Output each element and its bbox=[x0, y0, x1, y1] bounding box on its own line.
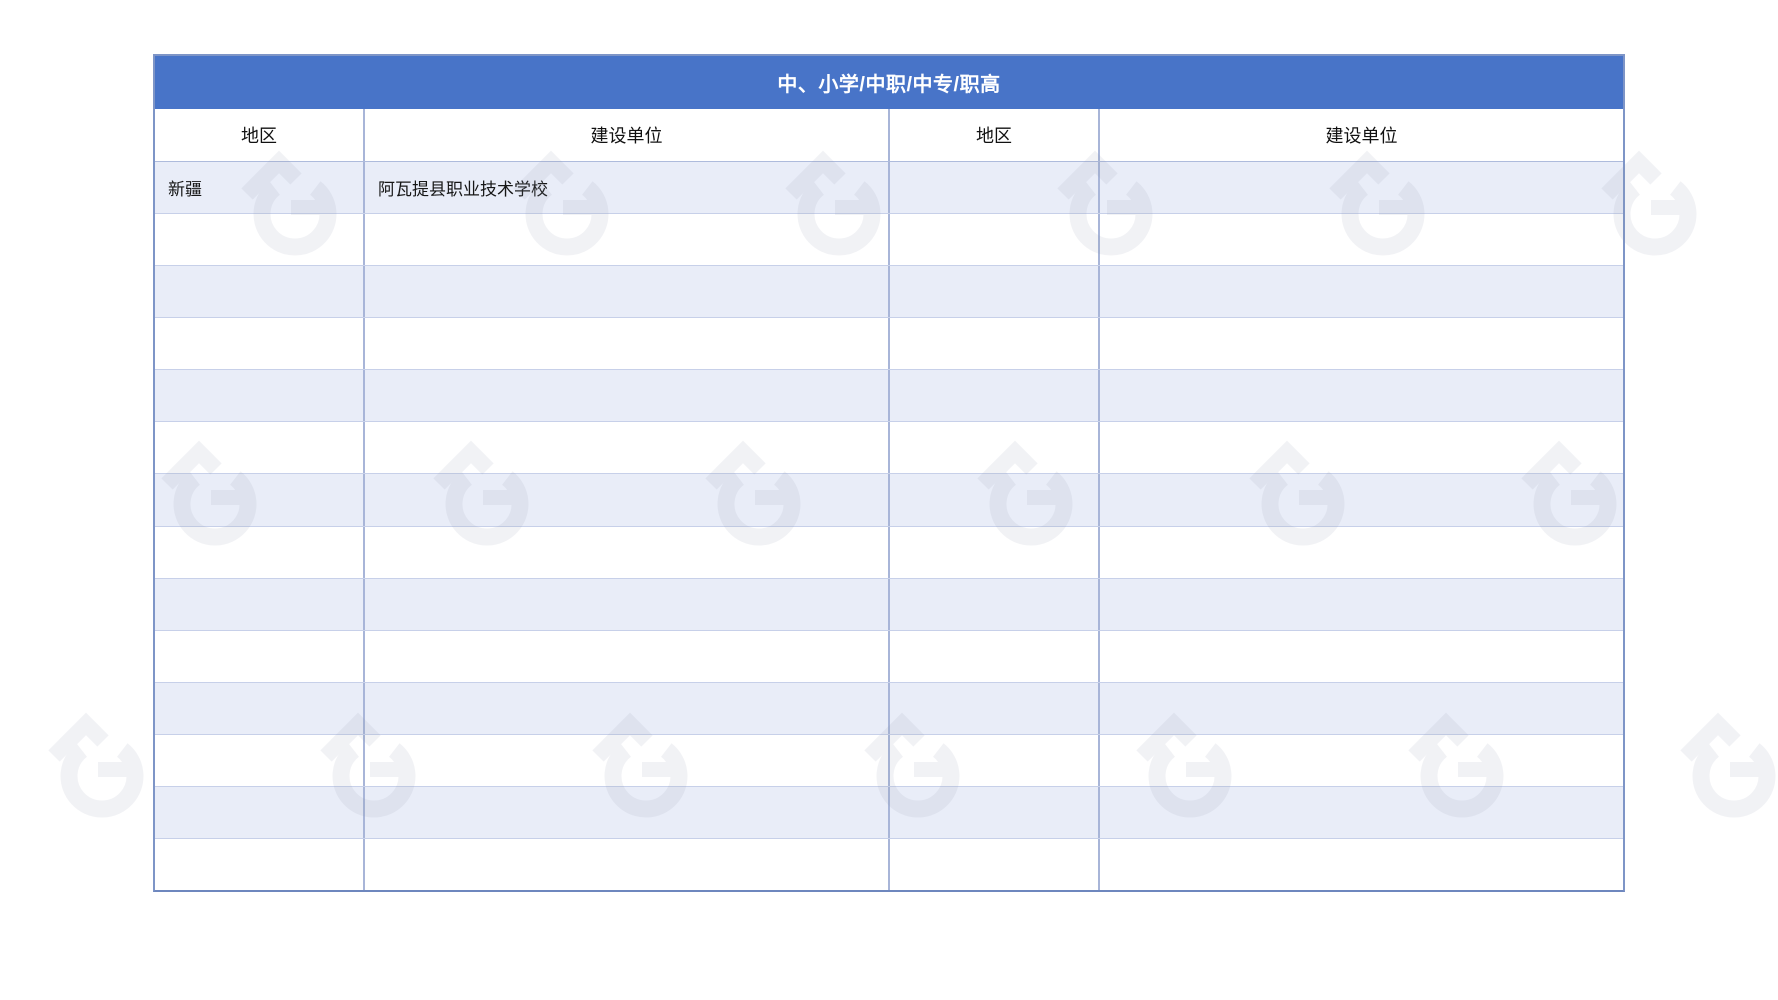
column-header-region-left: 地区 bbox=[155, 109, 365, 161]
table-cell bbox=[1100, 631, 1623, 682]
table-cell bbox=[365, 786, 890, 839]
table-row bbox=[155, 839, 1623, 891]
table-cell bbox=[1100, 787, 1623, 838]
table-body: 新疆 阿瓦提县职业技术学校 bbox=[155, 162, 1623, 891]
table-cell bbox=[890, 786, 1100, 839]
table-cell bbox=[365, 474, 890, 526]
g-logo-watermark-icon bbox=[40, 708, 164, 832]
table-cell bbox=[155, 474, 365, 526]
table-cell bbox=[890, 370, 1100, 422]
table-cell bbox=[890, 578, 1100, 630]
table-cell bbox=[155, 578, 365, 630]
table-cell bbox=[155, 786, 365, 839]
table-cell bbox=[890, 630, 1100, 682]
table-cell: 阿瓦提县职业技术学校 bbox=[365, 162, 890, 214]
table-cell bbox=[890, 214, 1100, 266]
table-cell bbox=[155, 682, 365, 734]
table-cell bbox=[365, 266, 890, 318]
table-cell bbox=[155, 734, 365, 786]
table-cell bbox=[1100, 839, 1623, 890]
table-cell bbox=[155, 318, 365, 370]
table-cell bbox=[890, 839, 1100, 891]
table-header-row: 地区 建设单位 地区 建设单位 bbox=[155, 109, 1623, 162]
table-cell: 新疆 bbox=[155, 162, 365, 214]
table-cell bbox=[155, 214, 365, 266]
table-cell bbox=[1100, 474, 1623, 525]
table-row bbox=[155, 370, 1623, 423]
school-table: 中、小学/中职/中专/职高 地区 建设单位 地区 建设单位 新疆 阿瓦提县职业技术… bbox=[153, 54, 1625, 892]
table-cell bbox=[365, 734, 890, 786]
table-cell bbox=[365, 214, 890, 266]
table-cell bbox=[890, 266, 1100, 318]
table-cell bbox=[1100, 370, 1623, 421]
table-cell bbox=[1100, 422, 1623, 473]
table-cell bbox=[365, 318, 890, 370]
table-title: 中、小学/中职/中专/职高 bbox=[155, 56, 1623, 109]
column-header-unit-left: 建设单位 bbox=[365, 109, 890, 161]
table-cell bbox=[1100, 579, 1623, 630]
table-cell bbox=[155, 630, 365, 682]
table-cell bbox=[890, 422, 1100, 474]
table-cell bbox=[1100, 527, 1623, 578]
table-cell bbox=[1100, 735, 1623, 786]
table-cell bbox=[1100, 318, 1623, 369]
table-cell bbox=[1100, 266, 1623, 317]
table-row bbox=[155, 474, 1623, 527]
table-row bbox=[155, 630, 1623, 683]
table-cell bbox=[890, 318, 1100, 370]
table-cell bbox=[365, 422, 890, 474]
table-row: 新疆 阿瓦提县职业技术学校 bbox=[155, 162, 1623, 215]
table-row bbox=[155, 734, 1623, 787]
table-row bbox=[155, 578, 1623, 631]
table-row bbox=[155, 318, 1623, 371]
table-cell bbox=[890, 682, 1100, 734]
table-cell bbox=[890, 162, 1100, 214]
column-header-region-right: 地区 bbox=[890, 109, 1100, 161]
table-row bbox=[155, 526, 1623, 579]
table-cell bbox=[155, 526, 365, 578]
table-cell bbox=[1100, 683, 1623, 734]
table-row bbox=[155, 682, 1623, 735]
table-cell bbox=[155, 839, 365, 891]
table-cell bbox=[365, 526, 890, 578]
table-cell bbox=[1100, 214, 1623, 265]
g-logo-watermark-icon bbox=[1672, 708, 1778, 832]
table-row bbox=[155, 214, 1623, 267]
table-cell bbox=[1100, 162, 1623, 213]
table-row bbox=[155, 266, 1623, 319]
table-cell bbox=[890, 474, 1100, 526]
table-cell bbox=[155, 370, 365, 422]
table-row bbox=[155, 786, 1623, 840]
table-row bbox=[155, 422, 1623, 475]
table-cell bbox=[365, 578, 890, 630]
table-cell bbox=[365, 630, 890, 682]
column-header-unit-right: 建设单位 bbox=[1325, 126, 1398, 146]
table-cell bbox=[365, 839, 890, 891]
table-cell bbox=[890, 526, 1100, 578]
table-cell bbox=[890, 734, 1100, 786]
table-cell bbox=[155, 422, 365, 474]
table-cell bbox=[365, 682, 890, 734]
table-cell bbox=[365, 370, 890, 422]
table-cell bbox=[155, 266, 365, 318]
